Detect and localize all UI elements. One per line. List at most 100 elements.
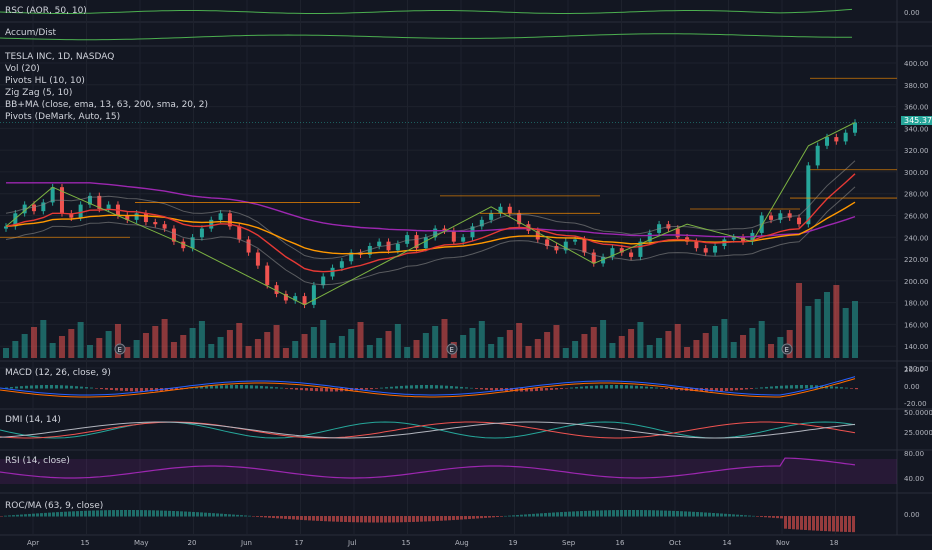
macd-histogram-bar: [250, 385, 253, 389]
roc-bar: [324, 516, 327, 522]
roc-bar: [460, 516, 463, 520]
volume-bar: [796, 283, 803, 358]
volume-bar: [77, 322, 84, 358]
volume-bar: [702, 333, 709, 358]
macd-histogram-bar: [750, 388, 753, 389]
volume-bar: [189, 328, 196, 358]
roc-bar: [40, 513, 43, 517]
roc-bar: [356, 516, 359, 523]
price-axis-tick-label: 260.00: [904, 213, 929, 221]
roc-bar: [344, 516, 347, 522]
macd-histogram-bar: [770, 386, 773, 389]
roc-bar: [560, 512, 563, 517]
macd-histogram-bar: [730, 388, 733, 391]
roc-bar: [440, 516, 443, 521]
roc-bar: [296, 516, 299, 520]
time-axis-tick-label: Oct: [669, 539, 681, 547]
roc-bar: [628, 510, 631, 517]
volume-bar: [282, 348, 289, 358]
roc-bar: [740, 514, 743, 517]
roc-bar: [396, 516, 399, 523]
candle-body: [769, 215, 774, 220]
macd-histogram-bar: [50, 385, 53, 389]
roc-bar: [152, 510, 155, 517]
volume-bar: [814, 299, 821, 358]
macd-histogram-bar: [205, 386, 208, 389]
roc-bar: [488, 516, 491, 518]
macd-histogram-bar: [830, 386, 833, 389]
macd-histogram-bar: [720, 388, 723, 392]
roc-bar: [104, 510, 107, 517]
macd-histogram-bar: [790, 385, 793, 389]
macd-histogram-bar: [10, 387, 13, 389]
macd-histogram-bar: [400, 385, 403, 389]
roc-bar: [508, 515, 511, 517]
volume-bar: [264, 332, 271, 358]
candle-body: [125, 215, 130, 220]
candle-body: [41, 202, 46, 212]
macd-histogram-bar: [60, 385, 63, 389]
roc-bar: [512, 515, 515, 517]
macd-histogram-bar: [270, 386, 273, 389]
candle-body: [162, 224, 167, 229]
candle-body: [703, 248, 708, 253]
main-pane-title: TESLA INC, 1D, NASDAQ: [5, 52, 115, 62]
candle-body: [190, 237, 195, 249]
candle-body: [414, 235, 419, 249]
candle-body: [265, 265, 270, 286]
roc-bar: [0, 516, 3, 517]
roc-bar: [68, 511, 71, 517]
roc-bar: [408, 516, 411, 523]
volume-bar: [413, 340, 420, 358]
volume-bar: [730, 342, 737, 358]
volume-bar: [712, 326, 719, 358]
macd-histogram-bar: [710, 388, 713, 392]
volume-bar: [777, 337, 784, 358]
roc-bar: [588, 510, 591, 517]
roc-bar: [392, 516, 395, 523]
roc-bar: [768, 516, 771, 518]
roc-bar: [188, 511, 191, 517]
candle-body: [433, 228, 438, 238]
macd-histogram-bar: [495, 388, 498, 391]
volume-bar: [366, 345, 373, 358]
rsi-line: [0, 457, 856, 479]
roc-bar: [32, 513, 35, 517]
time-axis-tick-label: 17: [295, 539, 304, 547]
roc-bar: [544, 513, 547, 517]
candle-body: [171, 228, 176, 242]
candle-body: [545, 239, 550, 246]
macd-histogram-bar: [380, 387, 383, 389]
macd-histogram-bar: [645, 386, 648, 389]
volume-bar: [553, 325, 560, 358]
roc-bar: [492, 516, 495, 518]
volume-bar: [152, 326, 159, 358]
roc-bar: [552, 512, 555, 517]
candle-body: [246, 239, 251, 253]
rsc-axis-label: 0.00: [904, 9, 920, 17]
macd-histogram-bar: [425, 385, 428, 389]
volume-bar: [637, 322, 644, 358]
roc-bar: [800, 516, 803, 530]
candle-body: [395, 243, 400, 251]
macd-axis-label: -20.00: [904, 400, 927, 408]
roc-bar: [144, 510, 147, 517]
candle-body: [302, 296, 307, 305]
macd-histogram-bar: [25, 385, 28, 389]
volume-bar: [441, 319, 448, 358]
macd-signal-line: [0, 378, 856, 398]
roc-bar: [636, 510, 639, 517]
roc-bar: [172, 510, 175, 517]
time-axis-tick-label: 16: [616, 539, 625, 547]
macd-histogram-bar: [555, 388, 558, 390]
candle-body: [601, 256, 606, 264]
macd-histogram-bar: [575, 387, 578, 389]
roc-bar: [352, 516, 355, 523]
volume-bar: [217, 337, 224, 358]
volume-bar: [497, 337, 504, 358]
macd-histogram-bar: [360, 388, 363, 391]
pivots-demark-indicator-label: Pivots (DeMark, Auto, 15): [5, 112, 121, 122]
roc-bar: [660, 510, 663, 517]
macd-histogram-bar: [760, 387, 763, 389]
